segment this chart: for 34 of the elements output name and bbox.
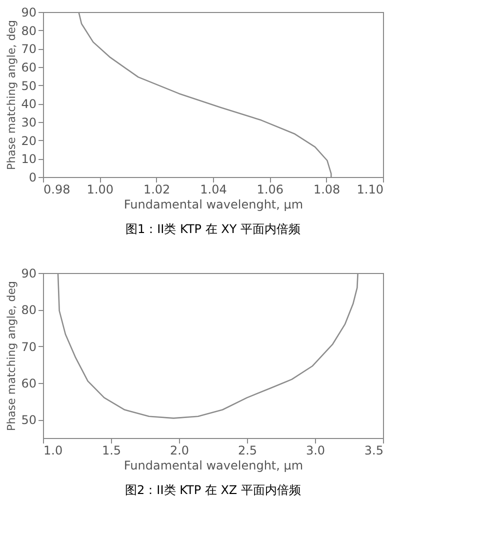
y-tick-label: 70 <box>21 42 36 56</box>
x-tick-label: 1.02 <box>143 182 170 196</box>
x-tick-label: 1.08 <box>313 182 340 196</box>
y-axis-title: Phase matching angle, deg <box>5 20 18 170</box>
y-tick-label: 50 <box>21 78 36 93</box>
y-tick-label: 90 <box>21 266 36 280</box>
y-tick-label: 60 <box>21 60 36 74</box>
x-tick-label: 1.0 <box>44 444 63 458</box>
x-tick-label: 0.98 <box>44 182 70 196</box>
caption: 图2：II类 KTP 在 XZ 平面内倍频 <box>125 483 301 497</box>
y-tick-label: 70 <box>21 340 36 354</box>
x-tick-label: 1.00 <box>86 182 114 196</box>
x-tick-label: 1.04 <box>200 182 227 196</box>
y-tick-label: 90 <box>21 6 36 20</box>
y-tick-label: 0 <box>28 170 36 184</box>
y-tick-label: 40 <box>21 97 36 112</box>
y-tick-label: 20 <box>21 134 36 148</box>
y-tick-label: 80 <box>21 24 36 38</box>
x-tick-label: 2.0 <box>170 444 190 458</box>
caption: 图1：II类 KTP 在 XY 平面内倍频 <box>125 222 301 236</box>
y-tick-label: 60 <box>21 376 36 390</box>
y-tick-label: 10 <box>21 152 36 166</box>
x-tick-label: 1.5 <box>102 444 122 458</box>
x-tick-label: 2.5 <box>238 444 258 458</box>
x-tick-label: 1.10 <box>356 182 384 196</box>
y-axis-title: Phase matching angle, deg <box>5 281 18 431</box>
y-tick-label: 50 <box>21 413 36 428</box>
x-axis-title: Fundamental wavelenght, μm <box>124 458 304 472</box>
x-tick-label: 3.5 <box>364 444 384 458</box>
x-axis-title: Fundamental wavelenght, μm <box>124 198 304 212</box>
x-tick-label: 3.0 <box>306 444 326 458</box>
y-tick-label: 30 <box>21 116 36 130</box>
x-tick-label: 1.06 <box>256 182 284 196</box>
y-tick-label: 80 <box>21 303 36 318</box>
